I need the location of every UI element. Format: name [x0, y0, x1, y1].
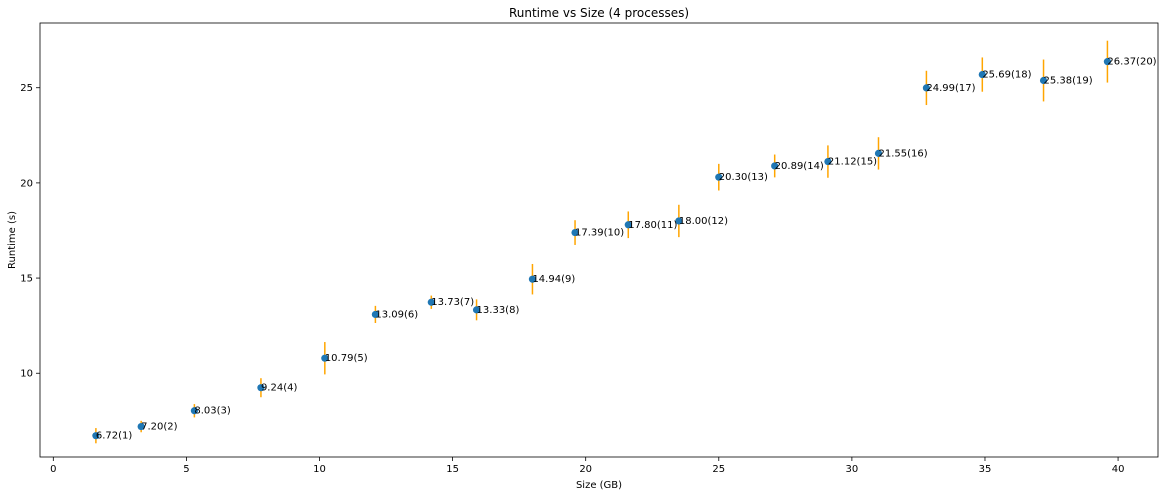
x-tick-label: 30 [846, 464, 859, 475]
x-tick-label: 15 [446, 464, 459, 475]
point-label: 20.30(13) [719, 172, 768, 183]
data-point [978, 70, 986, 79]
x-tick-label: 0 [50, 464, 56, 475]
y-axis-label: Runtime (s) [7, 211, 18, 269]
data-point [257, 384, 265, 392]
point-label: 13.33(8) [477, 305, 520, 316]
plot-frame [39, 22, 1159, 458]
point-label: 26.37(20) [1107, 57, 1156, 68]
data-point [371, 310, 379, 319]
data-point [824, 157, 832, 166]
point-label: 13.09(6) [375, 309, 418, 320]
y-tick-label: 25 [20, 83, 33, 94]
x-tick-label: 40 [1112, 464, 1125, 475]
y-tick-label: 20 [20, 178, 33, 189]
y-tick-label: 10 [20, 369, 33, 380]
point-label: 9.24(4) [261, 383, 298, 394]
data-point [675, 217, 683, 225]
data-point [571, 228, 579, 237]
data-point [427, 298, 435, 306]
x-axis: 0 5 10 15 20 25 30 35 40 [50, 457, 1124, 475]
data-point [528, 275, 537, 283]
x-tick-label: 5 [183, 464, 189, 475]
point-label: 24.99(17) [926, 83, 975, 94]
data-point [874, 149, 883, 157]
data-point [715, 173, 723, 181]
y-axis: 10 15 20 25 [20, 83, 40, 380]
x-tick-label: 10 [313, 464, 326, 475]
x-tick-label: 20 [579, 464, 592, 475]
data-point [190, 407, 198, 415]
point-label: 21.12(15) [828, 157, 877, 168]
errorbars [95, 40, 1109, 444]
point-label: 25.38(19) [1044, 75, 1093, 86]
data-point [624, 221, 632, 229]
data-point [321, 354, 329, 362]
data-point [771, 162, 779, 170]
chart-title: Runtime vs Size (4 processes) [509, 6, 689, 20]
point-label: 20.89(14) [775, 161, 824, 172]
x-axis-label: Size (GB) [576, 480, 622, 491]
x-tick-label: 25 [712, 464, 725, 475]
point-label: 14.94(9) [532, 274, 575, 285]
data-point [472, 306, 481, 314]
point-label: 8.03(3) [194, 406, 231, 417]
y-tick-label: 15 [20, 274, 33, 285]
markers [92, 58, 1112, 440]
data-point [1103, 58, 1112, 66]
point-label: 13.73(7) [431, 297, 474, 308]
data-point [922, 84, 931, 92]
point-label: 10.79(5) [325, 353, 368, 364]
point-label: 17.39(10) [575, 228, 624, 239]
point-label: 17.80(11) [628, 220, 677, 231]
point-label: 25.69(18) [982, 70, 1031, 81]
point-labels: 6.72(1) 7.20(2) 8.03(3) 9.24(4) 10.79(5) 13.0… [96, 57, 1157, 442]
point-label: 18.00(12) [679, 216, 728, 227]
x-tick-label: 35 [979, 464, 992, 475]
point-label: 6.72(1) [96, 431, 133, 442]
point-label: 21.55(16) [879, 148, 928, 159]
data-point [1039, 76, 1048, 85]
data-point [92, 432, 100, 440]
point-label: 7.20(2) [141, 422, 178, 433]
data-point [137, 422, 145, 431]
